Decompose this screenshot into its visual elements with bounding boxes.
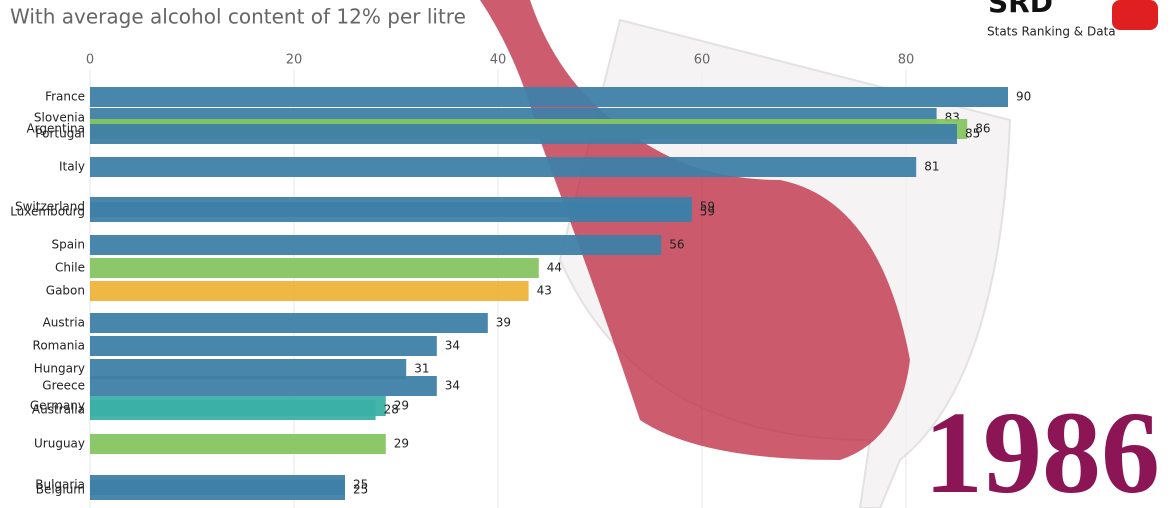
bar [90, 313, 488, 333]
value-label: 81 [924, 160, 939, 174]
category-label: Australia [32, 403, 85, 417]
category-label: Romania [33, 339, 85, 353]
x-tick-label: 60 [694, 53, 711, 68]
category-label: Luxembourg [10, 205, 85, 219]
category-label: Uruguay [34, 437, 85, 451]
value-label: 85 [965, 127, 980, 141]
value-label: 90 [1016, 90, 1031, 104]
category-label: Spain [51, 238, 85, 252]
x-tick-label: 0 [86, 53, 94, 68]
year-label: 1986 [924, 387, 1160, 508]
value-label: 25 [353, 483, 368, 497]
category-label: Bulgaria [35, 478, 85, 492]
subtitle: With average alcohol content of 12% per … [10, 5, 466, 29]
bar [90, 124, 957, 144]
category-label: Germany [30, 399, 85, 413]
value-label: 34 [445, 339, 460, 353]
category-label: Austria [43, 316, 85, 330]
logo-badge [1112, 0, 1158, 30]
bar [90, 376, 437, 396]
value-label: 39 [496, 316, 511, 330]
category-label: Belgium [36, 483, 85, 497]
bar [90, 480, 345, 500]
category-label: Greece [42, 379, 85, 393]
category-label: Gabon [46, 284, 85, 298]
category-label: Argentina [26, 122, 85, 136]
bar [90, 87, 1008, 107]
bar [90, 400, 376, 420]
category-label: France [45, 90, 85, 104]
category-label: Chile [55, 261, 85, 275]
value-label: 29 [394, 399, 409, 413]
x-tick-label: 20 [286, 53, 303, 68]
x-tick-label: 40 [490, 53, 507, 68]
value-label: 86 [975, 122, 990, 136]
category-label: Hungary [34, 362, 85, 376]
bar [90, 157, 917, 177]
value-label: 34 [445, 379, 460, 393]
bar [90, 202, 692, 222]
value-label: 59 [700, 200, 715, 214]
x-tick-label: 80 [898, 53, 915, 68]
value-label: 56 [669, 238, 684, 252]
value-label: 44 [547, 261, 562, 275]
value-label: 59 [700, 205, 715, 219]
bar [90, 258, 539, 278]
logo-tagline: Stats Ranking & Data [987, 25, 1116, 39]
value-label: 25 [353, 478, 368, 492]
logo: SRD [988, 0, 1053, 19]
value-label: 29 [394, 437, 409, 451]
bar [90, 281, 529, 301]
value-label: 43 [537, 284, 552, 298]
bar [90, 235, 662, 255]
bar [90, 359, 407, 379]
category-label: Slovenia [34, 111, 85, 125]
value-label: 28 [384, 403, 399, 417]
category-label: Italy [59, 160, 85, 174]
category-label: Switzerland [15, 200, 85, 214]
bar [90, 336, 437, 356]
value-label: 31 [414, 362, 429, 376]
bar [90, 434, 386, 454]
category-label: Portugal [35, 127, 85, 141]
